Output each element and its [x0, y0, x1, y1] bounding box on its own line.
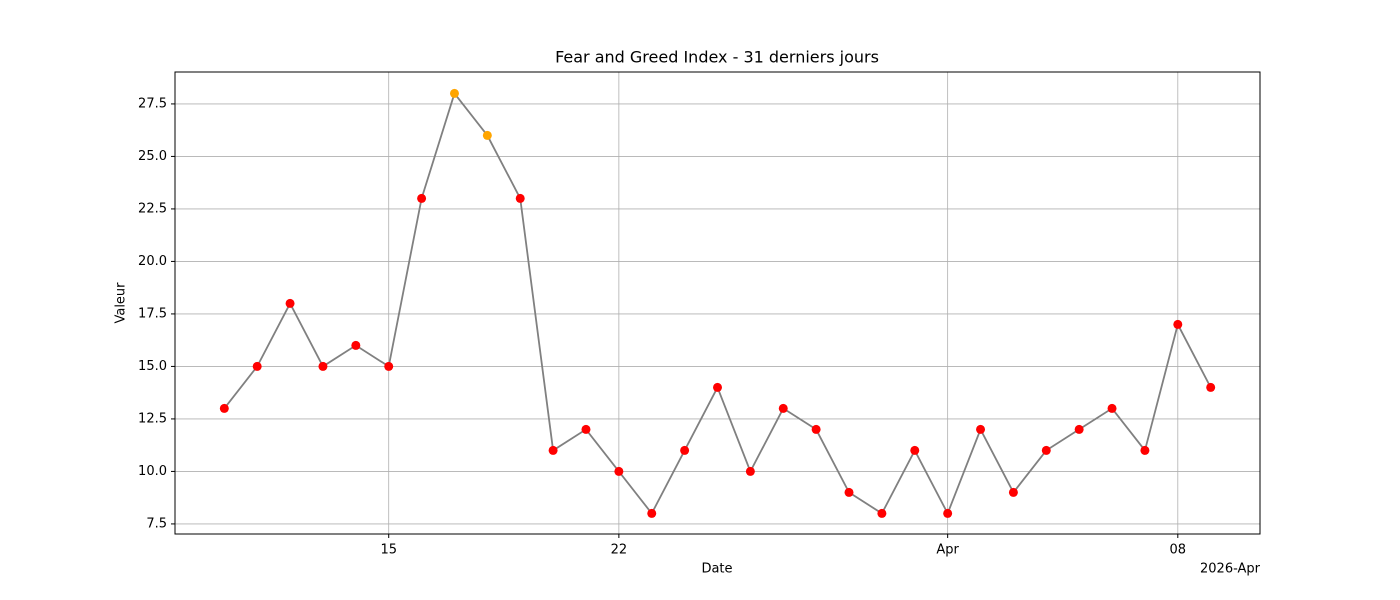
- y-tick-label: 10.0: [138, 464, 167, 479]
- x-offset-label: 2026-Apr: [1200, 562, 1261, 577]
- data-point: [844, 487, 854, 497]
- data-point: [1107, 403, 1117, 413]
- data-point: [1041, 445, 1051, 455]
- data-point: [745, 466, 755, 476]
- data-point: [713, 382, 722, 392]
- data-point: [1008, 487, 1018, 497]
- data-point: [318, 361, 328, 371]
- data-point: [1074, 424, 1084, 434]
- data-point: [976, 424, 986, 434]
- y-tick-label: 15.0: [138, 359, 167, 374]
- x-tick-label: 15: [380, 543, 397, 558]
- data-point: [482, 130, 492, 140]
- data-point: [680, 445, 690, 455]
- data-point: [351, 340, 361, 350]
- data-point: [515, 193, 525, 203]
- data-point: [219, 403, 229, 413]
- data-point: [548, 445, 558, 455]
- data-point: [877, 508, 887, 518]
- data-point: [614, 466, 624, 476]
- plot-frame: [174, 71, 1261, 535]
- y-tick-label: 27.5: [138, 96, 167, 111]
- data-point: [449, 88, 459, 98]
- data-point: [943, 508, 953, 518]
- data-point: [647, 508, 657, 518]
- data-point: [778, 403, 788, 413]
- y-tick-label: 12.5: [138, 411, 167, 426]
- data-point: [1206, 382, 1216, 392]
- data-point: [384, 361, 394, 371]
- x-tick-label: Apr: [936, 543, 959, 558]
- data-point: [1173, 319, 1183, 329]
- y-tick-label: 17.5: [138, 306, 167, 321]
- y-axis-label: Valeur: [114, 282, 129, 324]
- data-point: [417, 193, 427, 203]
- data-point: [581, 424, 591, 434]
- y-tick-label: 22.5: [138, 201, 167, 216]
- y-tick-label: 25.0: [138, 149, 167, 164]
- x-tick-label: 08: [1170, 543, 1187, 558]
- y-tick-label: 7.5: [146, 516, 167, 531]
- data-point: [252, 361, 262, 371]
- data-point: [811, 424, 821, 434]
- chart-title: Fear and Greed Index - 31 derniers jours: [555, 48, 879, 67]
- y-tick-label: 20.0: [138, 254, 167, 269]
- data-point: [285, 298, 295, 308]
- data-point: [910, 445, 920, 455]
- data-point: [1140, 445, 1150, 455]
- x-tick-label: 22: [611, 543, 628, 558]
- x-axis-label: Date: [701, 562, 732, 577]
